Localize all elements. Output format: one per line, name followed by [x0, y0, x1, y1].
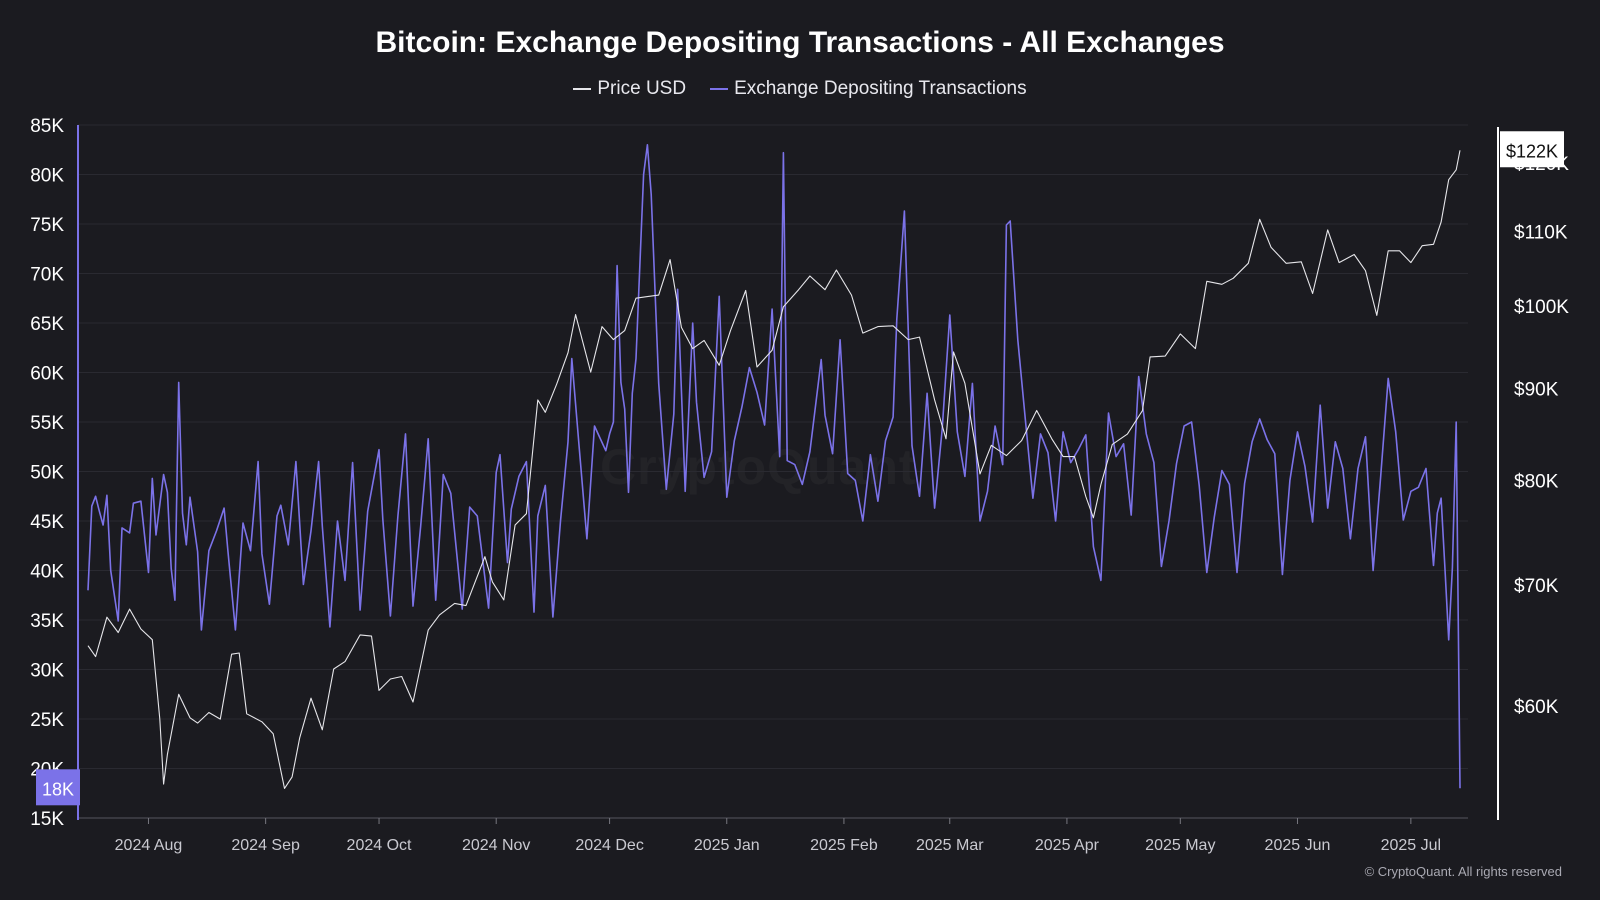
last-value-label-price: $122K	[1506, 141, 1558, 161]
x-tick-label: 2025 Feb	[810, 837, 878, 854]
y-left-tick-label: 65K	[30, 314, 64, 335]
x-tick-label: 2024 Nov	[462, 837, 531, 854]
chart-title: Bitcoin: Exchange Depositing Transaction…	[375, 26, 1225, 59]
y-left-tick-label: 15K	[30, 809, 64, 830]
legend-label-deposits: Exchange Depositing Transactions	[734, 78, 1027, 99]
y-right-tick-label: $60K	[1514, 697, 1559, 718]
copyright-notice: © CryptoQuant. All rights reserved	[1364, 864, 1562, 879]
last-value-badge-deposits	[36, 769, 80, 806]
y-right-tick-label: $100K	[1514, 297, 1569, 318]
last-value-label-deposits: 18K	[42, 779, 74, 799]
x-tick-label: 2024 Dec	[575, 837, 644, 854]
x-tick-label: 2024 Oct	[347, 837, 412, 854]
x-tick-label: 2025 May	[1145, 837, 1215, 854]
x-tick-label: 2024 Sep	[231, 837, 300, 854]
last-value-badge-price	[1500, 131, 1564, 168]
y-left-tick-label: 85K	[30, 116, 64, 137]
legend-item-deposits[interactable]: Exchange Depositing Transactions	[710, 78, 1027, 100]
legend-swatch-deposits	[710, 88, 729, 90]
y-left-tick-label: 45K	[30, 512, 64, 533]
y-left-tick-label: 75K	[30, 215, 64, 236]
y-left-tick-label: 55K	[30, 413, 64, 434]
y-left-tick-label: 80K	[30, 166, 64, 187]
series-line-price-usd	[87, 150, 1461, 789]
y-left-tick-label: 50K	[30, 463, 64, 484]
y-left-tick-label: 25K	[30, 710, 64, 731]
y-left-tick-label: 30K	[30, 661, 64, 682]
y-left-tick-label: 35K	[30, 611, 64, 632]
legend-swatch-price	[573, 88, 592, 90]
x-tick-label: 2025 Apr	[1035, 837, 1100, 854]
y-left-tick-label: 60K	[30, 364, 64, 385]
x-tick-label: 2025 Jun	[1265, 837, 1331, 854]
x-tick-label: 2025 Jul	[1381, 837, 1442, 854]
y-right-tick-label: $110K	[1514, 222, 1568, 243]
x-tick-label: 2024 Aug	[115, 837, 183, 854]
series-line-exchange-depositing-transactions	[87, 144, 1461, 789]
x-tick-label: 2025 Jan	[694, 837, 760, 854]
y-right-tick-label: $80K	[1514, 472, 1559, 493]
legend-item-price[interactable]: Price USD	[573, 78, 686, 100]
y-right-tick-label: $70K	[1514, 576, 1559, 597]
y-left-tick-label: 40K	[30, 562, 64, 583]
y-right-tick-label: $90K	[1514, 379, 1559, 400]
y-left-tick-label: 70K	[30, 265, 64, 286]
legend: Price USD Exchange Depositing Transactio…	[0, 78, 1600, 100]
legend-label-price: Price USD	[597, 78, 687, 99]
x-tick-label: 2025 Mar	[916, 837, 984, 854]
